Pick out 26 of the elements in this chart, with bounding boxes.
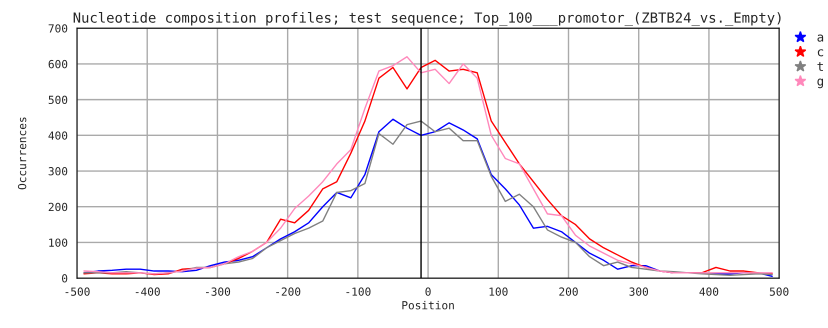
legend-label: a — [817, 34, 824, 42]
y-tick-label: 400 — [48, 131, 68, 140]
x-tick-label: -500 — [66, 287, 90, 296]
x-tick-label: 100 — [490, 287, 508, 296]
x-tick-label: 500 — [770, 287, 788, 296]
x-tick-label: 200 — [559, 287, 578, 296]
chart-title: Nucleotide composition profiles; test sequence; Top_100___promotor_(ZBTB24_vs._Empty) — [74, 12, 781, 26]
y-tick-label: 300 — [48, 167, 68, 176]
x-tick-label: -400 — [136, 287, 160, 296]
x-tick-label: 0 — [425, 287, 431, 296]
y-tick-label: 200 — [48, 202, 68, 212]
y-tick-label: 100 — [49, 238, 68, 247]
x-tick-label: -200 — [276, 287, 300, 296]
x-tick-label: 300 — [629, 287, 648, 296]
y-tick-label: 500 — [48, 96, 68, 104]
legend-label: g — [817, 78, 824, 88]
x-tick-label: 400 — [699, 287, 718, 296]
y-tick-label: 700 — [48, 24, 68, 33]
y-axis-title: Occurrences — [18, 117, 26, 190]
y-tick-label: 0 — [62, 274, 68, 283]
x-axis-title: Position — [402, 300, 454, 310]
legend-label: c — [818, 49, 824, 56]
legend-label: t — [817, 62, 823, 71]
x-tick-label: -100 — [346, 287, 371, 296]
x-tick-label: -300 — [206, 287, 230, 296]
y-tick-label: 600 — [48, 60, 68, 68]
